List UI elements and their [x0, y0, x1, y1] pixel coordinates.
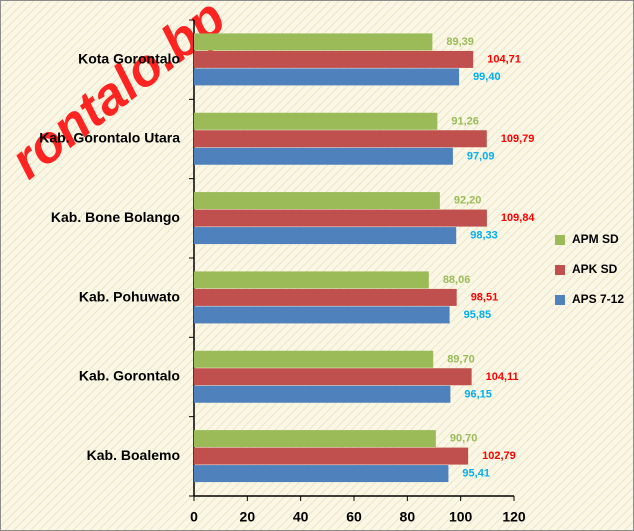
value-label: 90,70	[450, 433, 478, 445]
bar	[194, 192, 440, 210]
value-label: 89,39	[446, 36, 474, 48]
value-label: 104,11	[486, 371, 519, 383]
bar	[194, 350, 434, 368]
value-label: 109,79	[501, 133, 535, 145]
bar	[194, 33, 433, 51]
bar	[194, 447, 469, 465]
bar	[194, 385, 451, 403]
value-label: 95,41	[462, 468, 490, 480]
x-tick-label: 120	[502, 509, 526, 525]
legend-label: APS 7-12	[572, 292, 624, 306]
bar	[194, 288, 457, 306]
bar	[194, 130, 487, 148]
value-label: 99,40	[473, 71, 501, 83]
y-tick-label: Kab. Pohuwato	[79, 288, 180, 304]
x-tick-label: 20	[240, 509, 256, 525]
bar	[194, 112, 438, 130]
value-label: 91,26	[451, 115, 479, 127]
bar	[194, 465, 449, 483]
value-label: 95,85	[464, 309, 492, 321]
y-tick-label: Kab. Gorontalo	[79, 368, 180, 384]
value-label: 88,06	[443, 274, 471, 286]
bar	[194, 306, 450, 324]
value-label: 98,51	[471, 292, 499, 304]
value-label: 89,70	[447, 353, 475, 365]
y-tick-label: Kab. Gorontalo Utara	[39, 130, 180, 146]
legend-label: APK SD	[572, 262, 618, 276]
legend-label: APM SD	[572, 232, 619, 246]
bar	[194, 147, 453, 165]
bar	[194, 227, 457, 245]
y-tick-label: Kab. Bone Bolango	[51, 209, 180, 225]
bar	[194, 271, 429, 289]
bar	[194, 50, 474, 68]
bar	[194, 209, 487, 227]
bar	[194, 368, 472, 386]
x-tick-label: 60	[346, 509, 362, 525]
y-tick-label: Kota Gorontalo	[78, 50, 180, 66]
bar	[194, 68, 460, 86]
value-label: 98,33	[470, 230, 498, 242]
y-tick-label: Kab. Boalemo	[87, 447, 180, 463]
legend-swatch	[555, 235, 565, 245]
value-label: 102,79	[482, 450, 516, 462]
x-tick-label: 0	[190, 509, 198, 525]
legend-swatch	[555, 265, 565, 275]
value-label: 92,20	[454, 195, 482, 207]
value-label: 104,71	[487, 54, 521, 66]
value-label: 97,09	[467, 150, 495, 162]
legend-swatch	[555, 295, 565, 305]
x-tick-label: 100	[449, 509, 473, 525]
value-label: 109,84	[501, 212, 536, 224]
x-tick-label: 40	[293, 509, 309, 525]
bar	[194, 430, 436, 448]
value-label: 96,15	[464, 388, 492, 400]
x-tick-label: 80	[400, 509, 416, 525]
